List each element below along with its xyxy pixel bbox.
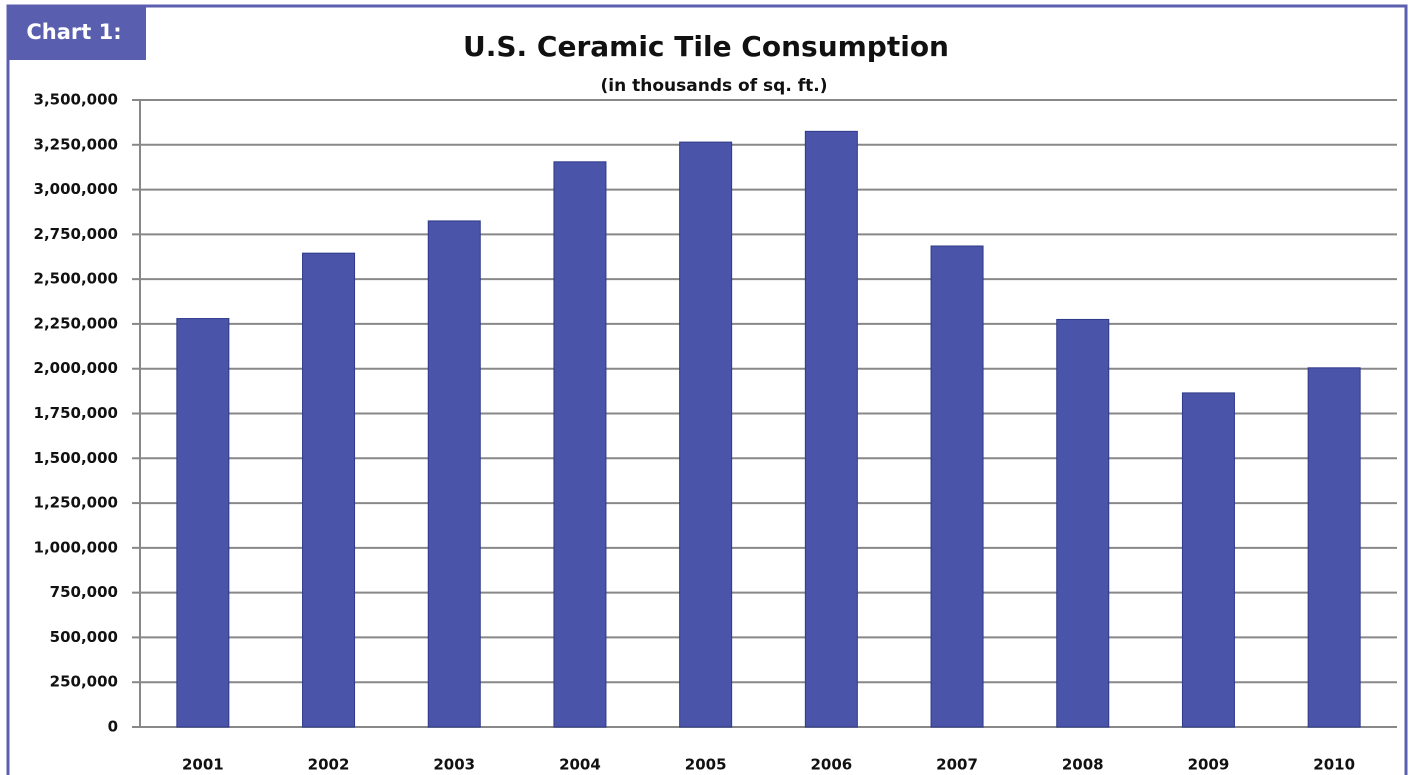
x-tick-label: 2010: [1313, 756, 1355, 774]
y-tick-label: 2,250,000: [34, 314, 118, 332]
x-tick-label: 2005: [685, 756, 727, 774]
x-tick-label: 2004: [559, 756, 601, 774]
bar: [1307, 367, 1361, 728]
y-tick-label: 3,500,000: [34, 91, 118, 109]
y-tick-label: 2,500,000: [34, 270, 118, 288]
x-tick-label: 2006: [810, 756, 852, 774]
bar: [176, 318, 230, 728]
x-tick-label: 2007: [936, 756, 978, 774]
x-tick-label: 2001: [182, 756, 224, 774]
x-tick-label: 2002: [308, 756, 350, 774]
badge-box: [8, 6, 146, 60]
bar: [1056, 318, 1110, 728]
bar: [427, 220, 481, 728]
bar: [804, 130, 858, 728]
y-tick-label: 1,500,000: [34, 449, 118, 467]
chart-subtitle: (in thousands of sq. ft.): [601, 76, 828, 96]
bar: [930, 245, 984, 728]
bar: [302, 252, 356, 728]
y-tick-label: 2,750,000: [34, 225, 118, 243]
x-tick-label: 2008: [1062, 756, 1104, 774]
bar: [553, 161, 607, 728]
x-tick-label: 2003: [433, 756, 475, 774]
y-tick-label: 2,000,000: [34, 359, 118, 377]
bar: [679, 141, 733, 728]
y-tick-label: 1,750,000: [34, 404, 118, 422]
y-tick-label: 500,000: [50, 628, 118, 646]
bar: [1181, 392, 1235, 728]
y-tick-label: 0: [108, 718, 118, 736]
frame: [6, 4, 1408, 775]
badge: Chart 1:: [26, 20, 121, 44]
y-tick-label: 750,000: [50, 583, 118, 601]
chart-title: U.S. Ceramic Tile Consumption: [463, 30, 949, 63]
y-tick-label: 3,000,000: [34, 180, 118, 198]
y-tick-label: 250,000: [50, 673, 118, 691]
x-tick-label: 2009: [1188, 756, 1230, 774]
y-tick-label: 3,250,000: [34, 135, 118, 153]
y-tick-label: 1,250,000: [34, 494, 118, 512]
y-tick-label: 1,000,000: [34, 538, 118, 556]
